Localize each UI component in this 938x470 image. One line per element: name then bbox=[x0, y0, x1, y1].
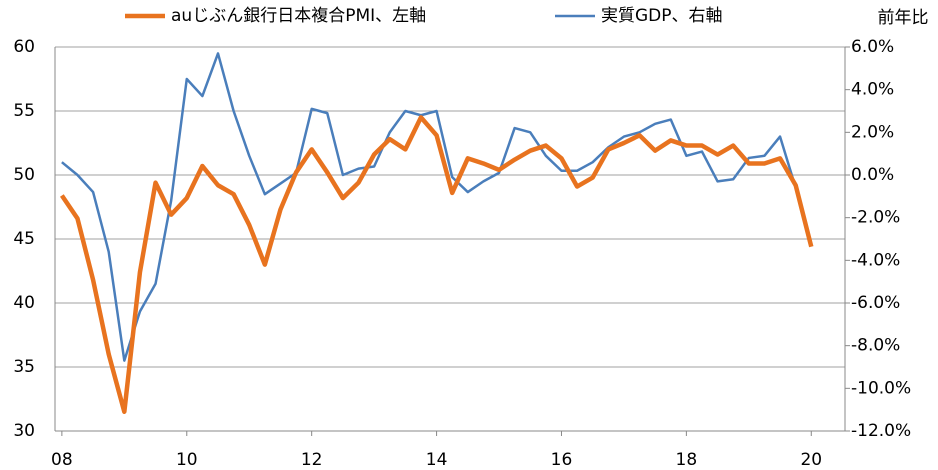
y2-tick-label: -4.0% bbox=[851, 250, 900, 270]
series-line bbox=[60, 115, 814, 415]
y-tick-label: 55 bbox=[13, 101, 35, 121]
x-tick-label: 16 bbox=[551, 450, 573, 470]
y2-tick-label: -10.0% bbox=[851, 378, 911, 398]
y-tick-label: 60 bbox=[13, 37, 35, 57]
y2-tick-label: 6.0% bbox=[851, 37, 894, 57]
y2-tick-label: 0.0% bbox=[851, 165, 894, 185]
x-tick-label: 08 bbox=[51, 450, 73, 470]
y2-tick-label: -8.0% bbox=[851, 336, 900, 356]
y-tick-label: 45 bbox=[13, 229, 35, 249]
y2-tick-label: -6.0% bbox=[851, 293, 900, 313]
y-tick-label: 40 bbox=[13, 293, 35, 313]
y-tick-label: 35 bbox=[13, 357, 35, 377]
legend-label: 実質GDP、右軸 bbox=[601, 6, 723, 26]
y2-tick-label: 4.0% bbox=[851, 80, 894, 100]
x-tick-label: 18 bbox=[676, 450, 698, 470]
y-tick-label: 50 bbox=[13, 165, 35, 185]
legend-label: auじぶん銀行日本複合PMI、左軸 bbox=[171, 6, 426, 26]
x-tick-label: 10 bbox=[176, 450, 198, 470]
x-tick-label: 20 bbox=[800, 450, 822, 470]
y2-tick-label: 2.0% bbox=[851, 122, 894, 142]
y2-tick-label: -2.0% bbox=[851, 208, 900, 228]
series-line bbox=[61, 52, 797, 362]
x-tick-label: 14 bbox=[426, 450, 448, 470]
y-tick-label: 30 bbox=[13, 421, 35, 441]
y2-axis-label: 前年比 bbox=[878, 8, 929, 28]
x-tick-label: 12 bbox=[301, 450, 323, 470]
y2-tick-label: -12.0% bbox=[851, 421, 911, 441]
